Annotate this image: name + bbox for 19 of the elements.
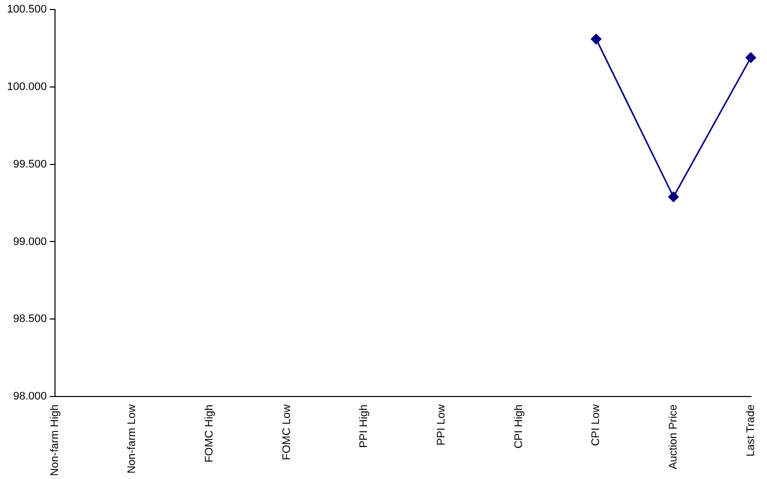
y-tick-label: 99.500	[13, 158, 47, 170]
y-tick-label: 98.000	[13, 390, 47, 403]
x-tick-label: Last Trade	[744, 404, 757, 456]
x-tick-label: Auction Price	[667, 404, 680, 470]
x-tick-label: PPI Low	[435, 404, 448, 446]
x-tick-label: PPI High	[358, 404, 370, 448]
point	[746, 52, 756, 63]
x-tick-label: Non-farm High	[48, 404, 61, 476]
y-tick-label: 99.000	[13, 236, 47, 248]
point	[668, 192, 679, 202]
x-tick-label: CPI Low	[590, 404, 602, 446]
y-tick-label: 98.500	[13, 313, 47, 326]
point	[590, 34, 602, 44]
x-tick-label: FOMC Low	[280, 404, 293, 460]
y-tick-label: 100.500	[6, 4, 47, 16]
x-tick-label: FOMC High	[203, 404, 216, 463]
y-tick-label: 100.000	[6, 81, 47, 94]
x-tick-label: Non-farm Low	[126, 404, 138, 474]
x-tick-label: CPI High	[512, 404, 525, 449]
